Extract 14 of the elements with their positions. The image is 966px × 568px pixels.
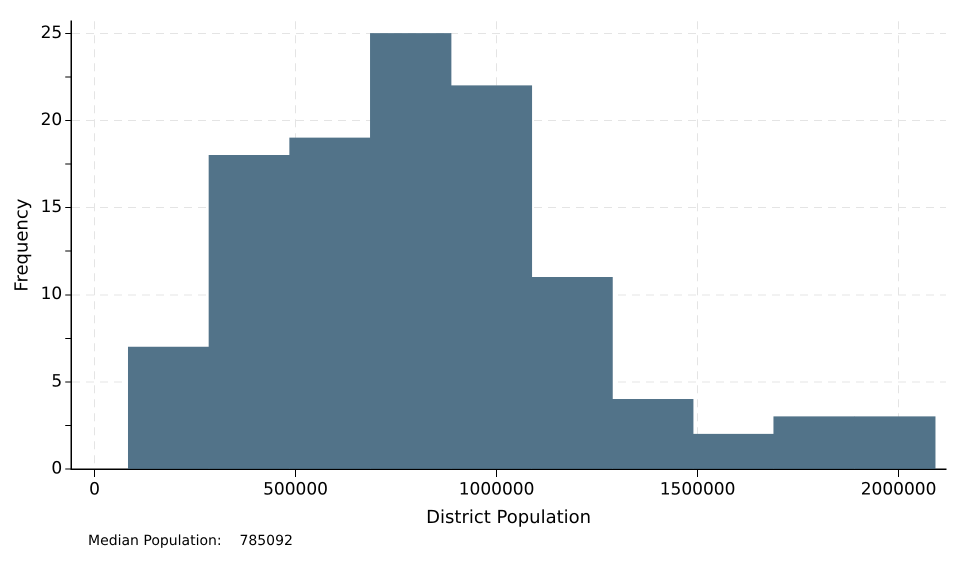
- y-axis-title: Frequency: [11, 198, 32, 292]
- x-tick-label: 2000000: [860, 480, 936, 500]
- x-tick-label: 0: [89, 480, 100, 500]
- y-tick-label: 0: [51, 458, 62, 478]
- y-tick-label: 20: [40, 110, 62, 130]
- y-tick-label: 25: [40, 22, 62, 43]
- y-tick-label: 15: [40, 197, 62, 218]
- x-axis-title: District Population: [426, 506, 592, 528]
- y-tick-label: 5: [51, 371, 62, 392]
- x-tick-label: 1500000: [660, 480, 736, 500]
- y-tick-label: 10: [40, 284, 62, 304]
- text: Median Population: 785092: [88, 533, 294, 549]
- x-tick-label: 1000000: [458, 480, 534, 500]
- x-tick-label: 500000: [263, 480, 328, 500]
